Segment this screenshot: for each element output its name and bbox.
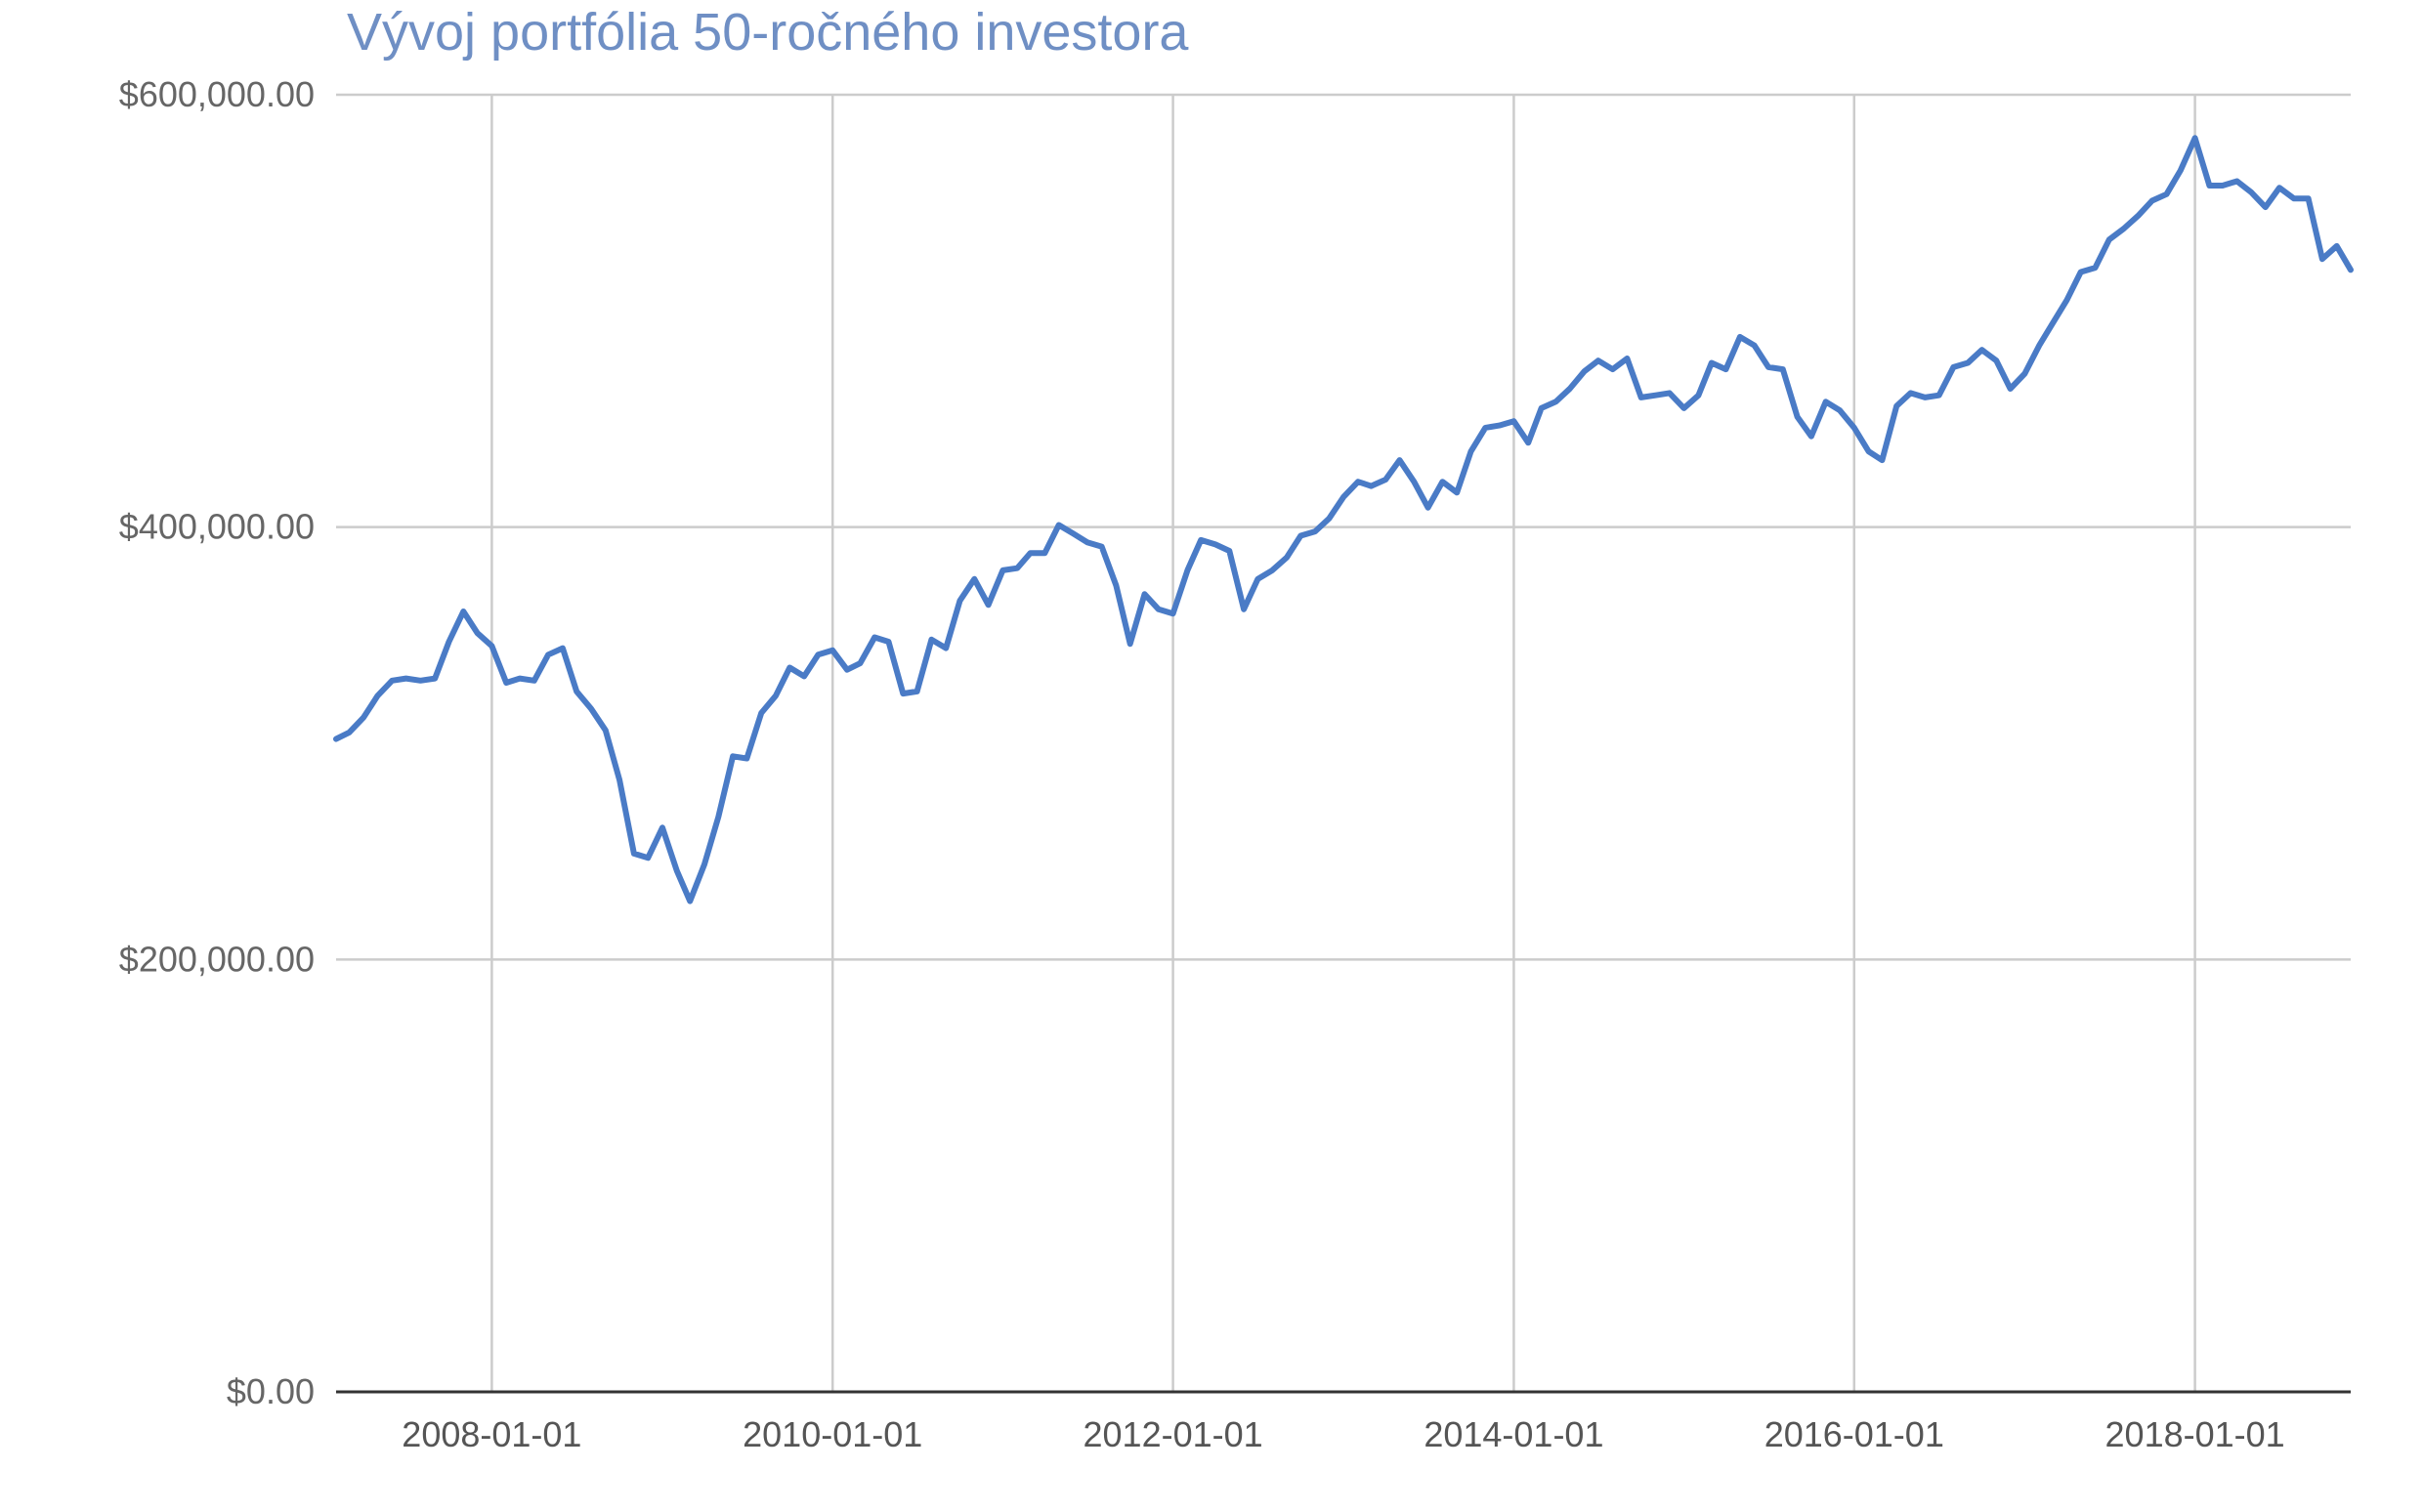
y-tick-label: $600,000.00 — [119, 74, 315, 114]
y-axis-tick-labels: $0.00 $200,000.00 $400,000.00 $600,000.00 — [119, 74, 315, 1411]
series-layer — [333, 135, 2354, 904]
chart-title: Vývoj portfólia 50-ročného investora — [347, 3, 1189, 62]
series-line — [333, 135, 2354, 904]
grid-lines — [336, 93, 2351, 1392]
y-tick-label: $0.00 — [227, 1371, 315, 1411]
x-tick-label: 2014-01-01 — [1424, 1414, 1603, 1454]
x-tick-label: 2018-01-01 — [2105, 1414, 2285, 1454]
x-axis-tick-labels: 2008-01-01 2010-01-01 2012-01-01 2014-01-01… — [402, 1414, 2284, 1454]
x-tick-label: 2012-01-01 — [1084, 1414, 1263, 1454]
x-tick-label: 2010-01-01 — [743, 1414, 922, 1454]
x-tick-label: 2008-01-01 — [402, 1414, 581, 1454]
y-tick-label: $200,000.00 — [119, 939, 315, 979]
y-tick-label: $400,000.00 — [119, 507, 315, 547]
x-tick-label: 2016-01-01 — [1764, 1414, 1944, 1454]
